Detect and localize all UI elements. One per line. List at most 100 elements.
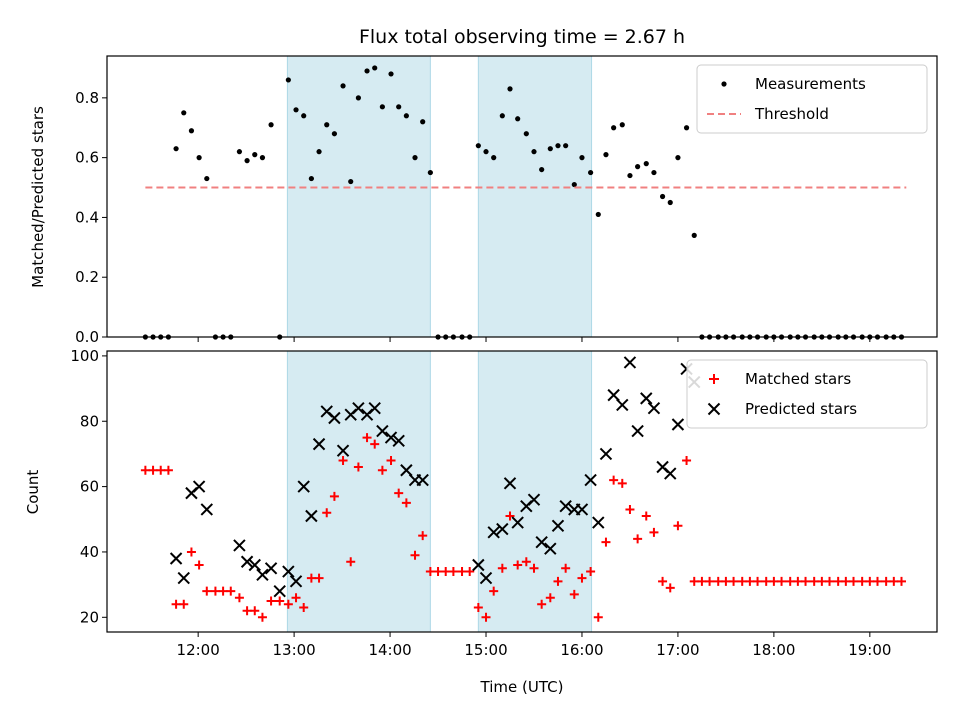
measurement-point <box>643 161 649 167</box>
matched-stars-point <box>425 567 435 577</box>
y-tick-label: 40 <box>80 543 99 561</box>
predicted-stars-point <box>200 503 213 516</box>
observing-window-top-1 <box>477 55 593 338</box>
measurement-point <box>531 149 537 155</box>
measurement-point <box>388 71 394 77</box>
predicted-stars-point <box>535 535 548 549</box>
matched-stars-point <box>889 576 899 586</box>
top-panel-y-axis-label: Matched/Predicted stars <box>29 106 47 288</box>
matched-stars-point <box>825 576 835 586</box>
measurement-point <box>173 146 179 152</box>
measurement-point <box>683 125 690 131</box>
bottom-panel-y-axis-label: Count <box>24 470 42 515</box>
measurement-point <box>563 143 569 149</box>
predicted-stars-point <box>647 401 661 415</box>
matched-stars-point <box>617 478 627 488</box>
measurement-point <box>308 175 314 182</box>
predicted-stars-point <box>273 584 286 598</box>
measurement-point <box>515 116 521 122</box>
predicted-stars-point <box>352 401 365 415</box>
matched-stars-point <box>729 576 739 586</box>
matched-stars-point <box>625 504 635 514</box>
matched-stars-point <box>234 593 244 603</box>
predicted-stars-point <box>599 447 613 461</box>
matched-stars-point <box>793 576 803 586</box>
predicted-stars-point <box>256 568 269 582</box>
measurement-point <box>420 119 426 125</box>
matched-stars-point <box>322 508 332 518</box>
matched-stars-point <box>473 602 483 612</box>
predicted-stars-point <box>289 575 303 588</box>
predicted-stars-point <box>584 473 597 487</box>
y-tick-label: 60 <box>80 478 99 496</box>
matched-stars-point <box>202 586 212 596</box>
matched-stars-point <box>386 455 396 465</box>
y-tick-label: 100 <box>70 347 99 365</box>
x-tick-label: 12:00 <box>177 641 220 659</box>
predicted-stars-point <box>328 411 341 425</box>
measurement-point <box>188 128 195 134</box>
predicted-stars-point <box>297 480 310 493</box>
measurement-point <box>236 149 243 155</box>
measurement-point <box>293 107 299 113</box>
matched-stars-point <box>633 534 643 544</box>
matched-stars-point <box>156 465 166 475</box>
predicted-stars-point <box>607 388 620 402</box>
matched-stars-point <box>186 547 196 557</box>
legend-box <box>696 64 928 134</box>
predicted-stars-point <box>416 473 429 487</box>
legend-label: Predicted stars <box>745 400 857 418</box>
measurement-point <box>301 113 307 119</box>
x-tick-label: 14:00 <box>368 641 411 659</box>
matched-stars-point <box>745 576 755 586</box>
observing-window-top-0 <box>286 55 431 338</box>
measurement-point <box>675 155 681 161</box>
y-tick-label: 80 <box>80 412 99 430</box>
predicted-stars-point <box>282 565 295 578</box>
measurement-point <box>499 113 505 119</box>
y-tick-label: 0.4 <box>75 208 99 226</box>
measurement-point <box>348 178 354 185</box>
matched-stars-point <box>163 465 173 475</box>
matched-stars-point <box>306 573 316 583</box>
matched-stars-point <box>665 583 675 593</box>
matched-stars-point <box>865 576 875 586</box>
predicted-stars-point <box>559 499 572 513</box>
matched-stars-point <box>641 511 651 521</box>
matched-stars-point <box>148 465 158 475</box>
matched-stars-point <box>849 576 859 586</box>
measurement-point <box>372 65 378 71</box>
measurement-point <box>204 175 210 182</box>
matched-stars-point <box>521 557 531 567</box>
matched-stars-point <box>465 567 475 577</box>
matched-stars-point <box>497 563 507 573</box>
x-axis-label: Time (UTC) <box>480 678 564 696</box>
matched-stars-point <box>218 586 228 596</box>
matched-stars-point <box>569 589 579 599</box>
legend-label: Threshold <box>754 105 829 123</box>
matched-stars-point <box>362 433 372 443</box>
matched-stars-point <box>242 606 252 616</box>
matched-stars-point <box>513 560 523 570</box>
predicted-stars-point <box>240 555 254 568</box>
matched-stars-point <box>721 576 731 586</box>
measurement-point <box>403 113 409 119</box>
plot-frame <box>106 350 938 633</box>
measurement-point <box>285 77 291 83</box>
predicted-stars-point <box>527 493 541 506</box>
legend-matched-swatch <box>709 374 719 384</box>
matched-stars-point <box>377 465 387 475</box>
observing-window-bottom-0 <box>286 350 431 633</box>
measurement-point <box>491 155 497 161</box>
matched-stars-point <box>171 599 181 609</box>
matched-stars-point <box>545 593 555 603</box>
matched-stars-point <box>457 567 467 577</box>
matched-stars-point <box>537 599 547 609</box>
matched-stars-point <box>314 573 324 583</box>
predicted-stars-point <box>479 571 493 585</box>
predicted-stars-point <box>616 398 629 412</box>
predicted-stars-point <box>368 401 381 415</box>
legend: Matched stars Predicted stars <box>686 359 928 429</box>
measurement-point <box>364 68 370 74</box>
